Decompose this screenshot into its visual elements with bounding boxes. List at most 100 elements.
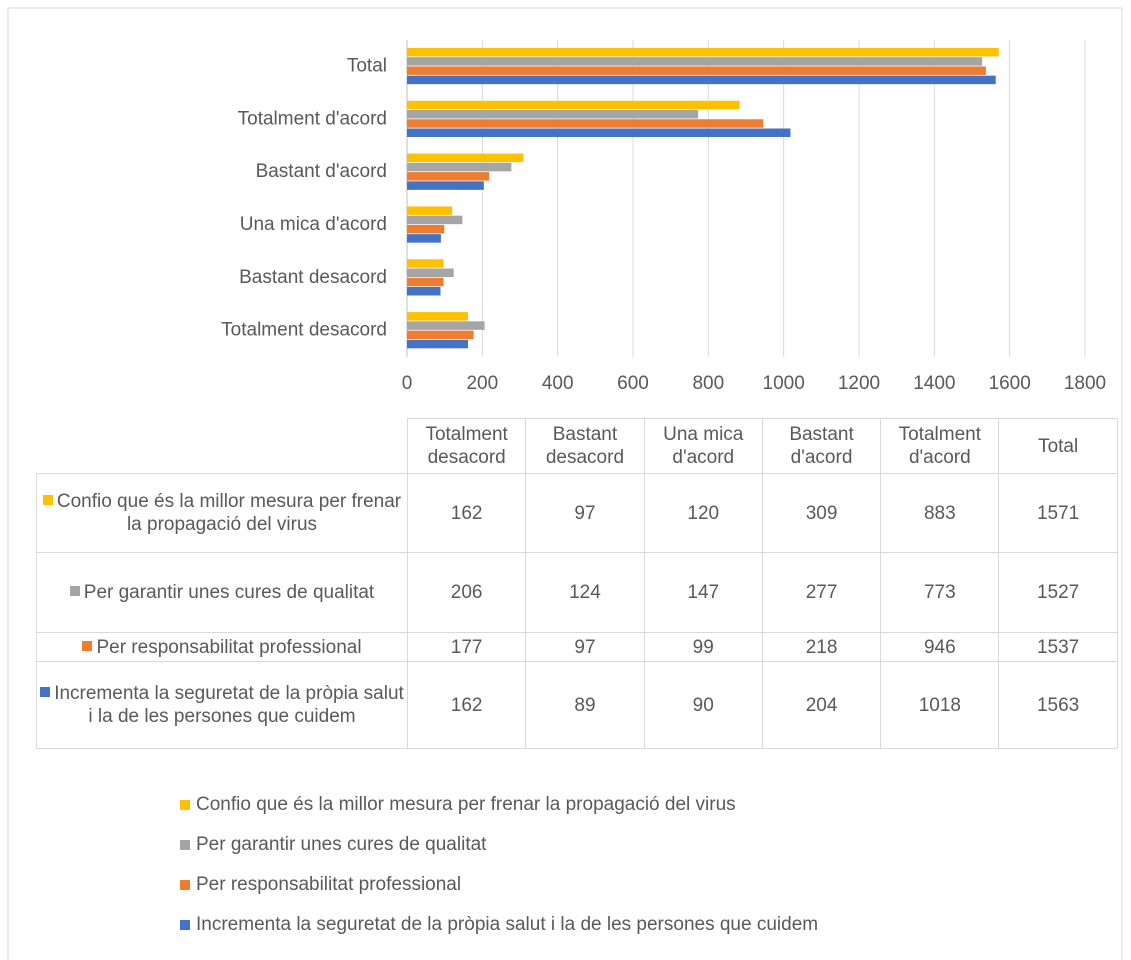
- table-value: 946: [880, 632, 1000, 662]
- x-tick-label: 400: [542, 373, 574, 394]
- table-value: 206: [406, 552, 527, 633]
- legend-swatch: [180, 880, 190, 890]
- bar: [407, 57, 983, 66]
- table-value: 1527: [998, 552, 1118, 633]
- table-value: 177: [406, 632, 527, 662]
- header-cell: Bastant d'acord: [761, 418, 882, 474]
- x-tick-label: 1000: [763, 373, 805, 394]
- table-row: Confio que és la millor mesura per frena…: [36, 473, 1118, 553]
- legend-key: [42, 495, 53, 505]
- header-cell: Total: [998, 418, 1118, 474]
- table-value: 1563: [998, 661, 1118, 749]
- bar: [407, 66, 986, 75]
- header-cell: Bastant desacord: [525, 418, 645, 474]
- corner-cell: [37, 419, 408, 474]
- row-label: Per garantir unes cures de qualitat: [83, 582, 375, 603]
- bar: [407, 215, 463, 225]
- chart-frame: [7, 7, 1123, 960]
- bar: [407, 119, 764, 128]
- legend-swatch: [180, 840, 190, 850]
- table-value: 90: [643, 661, 763, 749]
- data-table: Totalment desacord Bastant desacord Una mi…: [36, 418, 1118, 749]
- x-tick-label: 1600: [989, 373, 1031, 394]
- row-label: Per responsabilitat professional: [96, 636, 362, 658]
- table-value: 277: [761, 552, 882, 633]
- table-value: 97: [525, 473, 645, 553]
- bar: [407, 172, 490, 181]
- bar: [407, 162, 512, 172]
- bar: [407, 259, 444, 268]
- table-row: Incrementa la seguretat de la pròpia sal…: [36, 661, 1118, 749]
- table-value: 1571: [998, 473, 1118, 553]
- legend-label: Confio que és la millor mesura per frena…: [196, 794, 736, 815]
- header-cell: Totalment d'acord: [880, 418, 1000, 474]
- x-tick-label: 800: [692, 373, 724, 394]
- y-tick-label: Una mica d'acord: [240, 214, 387, 235]
- table-row: Per responsabilitat professional 177 97 99 2…: [36, 632, 1118, 662]
- table-value: 162: [406, 661, 527, 749]
- table-value: 773: [880, 552, 1000, 633]
- y-tick-label: Bastant desacord: [239, 267, 387, 288]
- bar: [407, 47, 999, 57]
- legend-swatch: [180, 920, 190, 930]
- legend-label: Per garantir unes cures de qualitat: [196, 834, 487, 855]
- row-label-cell: Per garantir unes cures de qualitat: [36, 552, 408, 633]
- y-tick-label: Total: [347, 55, 387, 76]
- table-value: 97: [525, 632, 645, 662]
- header-row: Totalment desacord Bastant desacord Una mi…: [37, 418, 1118, 474]
- bar: [407, 110, 699, 119]
- x-tick-label: 200: [466, 373, 498, 394]
- bar: [407, 75, 996, 85]
- header-cell: Totalment desacord: [406, 418, 527, 474]
- bar: [407, 100, 740, 110]
- x-tick-label: 0: [402, 373, 413, 394]
- legend-key: [69, 586, 80, 596]
- x-tick-label: 1200: [838, 373, 880, 394]
- table-value: 89: [525, 661, 645, 749]
- table-value: 883: [880, 473, 1000, 553]
- table-value: 147: [643, 552, 763, 633]
- y-tick-label: Bastant d'acord: [256, 161, 387, 182]
- bar: [407, 330, 474, 340]
- table-value: 204: [761, 661, 882, 749]
- x-tick-label: 1400: [913, 373, 955, 394]
- bar: [407, 234, 441, 243]
- table-value: 218: [761, 632, 882, 662]
- y-tick-label: Totalment desacord: [221, 320, 387, 341]
- y-tick-label: Totalment d'acord: [238, 108, 387, 129]
- table-value: 309: [761, 473, 882, 553]
- legend-label: Incrementa la seguretat de la pròpia sal…: [196, 914, 818, 935]
- legend-key: [40, 687, 51, 697]
- bar: [407, 206, 453, 215]
- bar: [407, 287, 441, 296]
- table-value: 1018: [880, 661, 1000, 749]
- legend-key: [82, 640, 93, 651]
- row-label: Incrementa la seguretat de la pròpia sal…: [54, 683, 404, 727]
- x-tick-label: 1800: [1064, 373, 1106, 394]
- x-tick-label: 600: [617, 373, 649, 394]
- bar: [407, 128, 791, 137]
- row-label: Confio que és la millor mesura per frena…: [56, 491, 402, 535]
- legend-swatch: [180, 800, 190, 810]
- row-label-cell: Incrementa la seguretat de la pròpia sal…: [36, 661, 408, 749]
- row-label-cell: Confio que és la millor mesura per frena…: [36, 473, 408, 553]
- bar: [407, 224, 445, 234]
- bar: [407, 312, 469, 321]
- table-value: 120: [643, 473, 763, 553]
- table-value: 99: [643, 632, 763, 662]
- bar: [407, 268, 454, 277]
- bar: [407, 181, 484, 190]
- bar: [407, 339, 469, 349]
- bar: [407, 277, 444, 287]
- legend-label: Per responsabilitat professional: [196, 874, 461, 895]
- bar: [407, 153, 524, 163]
- table-value: 1537: [998, 632, 1118, 662]
- table-value: 124: [525, 552, 645, 633]
- table-value: 162: [406, 473, 527, 553]
- table-row: Per garantir unes cures de qualitat 206 12…: [36, 552, 1118, 633]
- header-cell: Una mica d'acord: [643, 418, 763, 474]
- bar: [407, 321, 485, 330]
- row-label-cell: Per responsabilitat professional: [36, 632, 408, 662]
